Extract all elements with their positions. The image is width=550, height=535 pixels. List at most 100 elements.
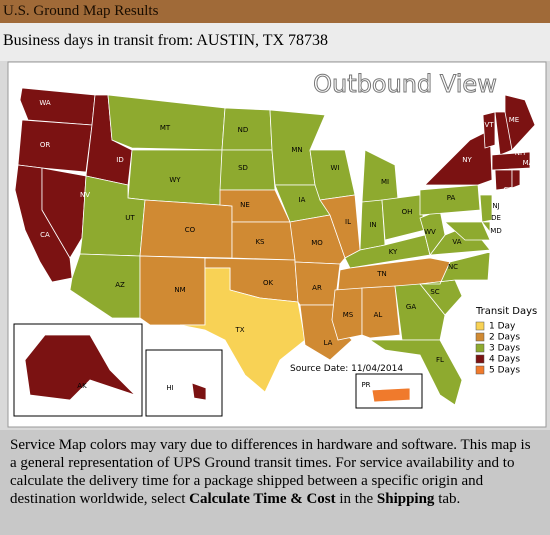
state-label: HI: [166, 384, 173, 392]
state-label: NC: [448, 263, 458, 271]
state-label: UT: [125, 214, 135, 222]
footer-part: in the: [335, 491, 377, 507]
state-label: DE: [491, 214, 501, 222]
state-label: VT: [484, 121, 494, 129]
state-label: AZ: [115, 281, 125, 289]
state-label: OR: [40, 141, 51, 149]
footer-bold: Calculate Time & Cost: [189, 491, 336, 507]
state-label: GA: [406, 303, 416, 311]
state: [481, 221, 491, 234]
state-label: NV: [80, 191, 90, 199]
state-label: MS: [343, 311, 354, 319]
state-label: MD: [490, 227, 501, 235]
footer-bold: Shipping: [376, 491, 435, 507]
legend-title: Transit Days: [475, 306, 537, 317]
state: [494, 111, 513, 156]
source-date: Source Date: 11/04/2014: [290, 364, 403, 374]
legend-label: 2 Days: [489, 333, 520, 343]
state-label: WI: [331, 164, 340, 172]
state-label: IA: [299, 196, 306, 204]
state: [419, 184, 481, 216]
legend-label: 3 Days: [489, 344, 520, 354]
state: [424, 129, 493, 186]
legend-swatch: [475, 321, 485, 331]
legend-swatch: [475, 343, 485, 353]
state-label: CA: [40, 231, 50, 239]
inset-frame: [145, 349, 223, 417]
state-label: AL: [374, 311, 383, 319]
state: [139, 255, 206, 326]
map: WA OR CA NV ID MT WY UT AZ CO NM ND SD NE KS OK TX MN IA MO…: [7, 61, 547, 428]
state: [17, 119, 93, 173]
state-label: ME: [509, 116, 519, 124]
state-label: PR: [361, 381, 370, 389]
state-label: TN: [376, 270, 387, 278]
state: [511, 169, 521, 189]
state-label: OH: [402, 208, 413, 216]
state-label: NJ: [492, 202, 499, 210]
footer-part: Service Map colors may vary due to diffe…: [10, 437, 531, 507]
legend-label: 4 Days: [489, 355, 520, 365]
state-label: LA: [324, 339, 333, 347]
state-label: FL: [436, 356, 444, 364]
state-label: TX: [234, 326, 244, 334]
state: [368, 339, 463, 406]
legend-swatch: [475, 332, 485, 342]
state-label: RI: [527, 175, 534, 183]
header: U.S. Ground Map Results: [0, 0, 550, 23]
state-label: WV: [424, 228, 436, 236]
state: [479, 194, 493, 223]
state-label: MI: [381, 178, 389, 186]
state: [179, 267, 306, 393]
legend-swatch: [475, 365, 485, 375]
state-label: SD: [238, 164, 248, 172]
state-label: NH: [515, 149, 526, 157]
state-label: MT: [160, 124, 171, 132]
state-label: CO: [185, 226, 196, 234]
state: [19, 87, 96, 126]
footer-text: Service Map colors may vary due to diffe…: [0, 430, 550, 535]
state-label: KS: [255, 238, 265, 246]
state-label: KY: [389, 248, 398, 256]
footer-part: tab.: [434, 491, 461, 507]
legend-label: 1 Day: [489, 322, 516, 332]
state: [24, 334, 136, 401]
state-label: IL: [345, 218, 351, 226]
state: [331, 287, 363, 341]
state: [491, 151, 531, 171]
state: [361, 285, 401, 339]
state-label: MN: [291, 146, 302, 154]
state-label: ID: [116, 156, 123, 164]
state: [191, 382, 207, 401]
state-label: NY: [462, 156, 472, 164]
inset-frame: [355, 373, 423, 409]
state: [443, 221, 491, 241]
state-label: AR: [312, 284, 322, 292]
state-label: AK: [77, 382, 87, 390]
state-label: VA: [452, 238, 461, 246]
state: [394, 283, 446, 341]
state-label: WA: [39, 99, 51, 107]
state: [482, 111, 496, 149]
inset-frame: [13, 323, 143, 417]
state-label: CT: [503, 186, 513, 194]
state-label: NM: [174, 286, 185, 294]
state-label: OK: [263, 279, 274, 287]
state-label: NE: [240, 201, 250, 209]
states: WA OR CA NV ID MT WY UT AZ CO NM ND SD NE KS OK TX MN IA MO…: [14, 87, 536, 406]
state-label: MO: [311, 239, 323, 247]
state: [419, 251, 491, 285]
state-label: WY: [169, 176, 181, 184]
state-label: ND: [238, 126, 249, 134]
state: [107, 94, 226, 151]
map-title: Outbound View: [313, 70, 497, 98]
legend-label: 5 Days: [489, 366, 520, 376]
state: [41, 167, 87, 259]
state: [371, 387, 411, 403]
state-label: MA: [523, 159, 534, 167]
legend-swatch: [475, 354, 485, 364]
subtitle: Business days in transit from: AUSTIN, T…: [0, 23, 550, 61]
state-label: PA: [447, 194, 456, 202]
